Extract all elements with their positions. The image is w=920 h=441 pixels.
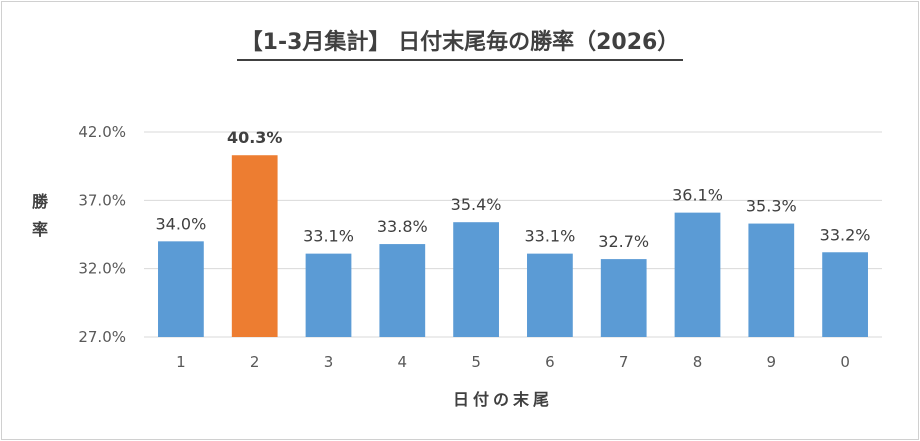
y-axis-title-char: 勝 [32,192,52,211]
data-label: 33.2% [820,225,871,244]
y-axis-title-char: 率 [32,220,52,239]
x-tick-label: 0 [840,353,850,371]
y-tick-label: 42.0% [78,123,126,141]
chart-title: 【1-3月集計】 日付末尾毎の勝率（2026） [2,24,918,61]
bar [158,241,204,337]
bar [822,252,868,337]
bar [600,259,647,337]
y-tick-label: 32.0% [78,260,126,278]
data-label: 36.1% [672,186,723,205]
data-label: 33.8% [377,217,428,236]
x-tick-label: 8 [693,353,703,371]
y-tick-label: 27.0% [78,328,126,346]
x-tick-label: 7 [619,353,629,371]
data-label: 33.1% [303,227,354,246]
bar [379,244,426,337]
bar [527,253,573,337]
x-tick-label: 3 [324,353,334,371]
data-label: 34.0% [155,214,206,233]
bar [305,253,352,337]
bar [231,155,278,337]
x-axis-title: 日付の末尾 [453,390,553,409]
x-tick-label: 2 [250,353,260,371]
bar [674,212,721,337]
data-label: 35.4% [451,195,502,214]
x-tick-label: 9 [767,353,777,371]
x-tick-label: 4 [398,353,408,371]
data-label: 40.3% [227,128,283,147]
y-tick-label: 37.0% [78,191,126,209]
bar [748,223,795,337]
bar [453,222,499,337]
x-tick-label: 1 [176,353,186,371]
x-tick-label: 6 [545,353,555,371]
x-tick-label: 5 [471,353,481,371]
data-label: 33.1% [524,227,575,246]
data-label: 35.3% [746,197,797,216]
data-label: 32.7% [598,232,649,251]
